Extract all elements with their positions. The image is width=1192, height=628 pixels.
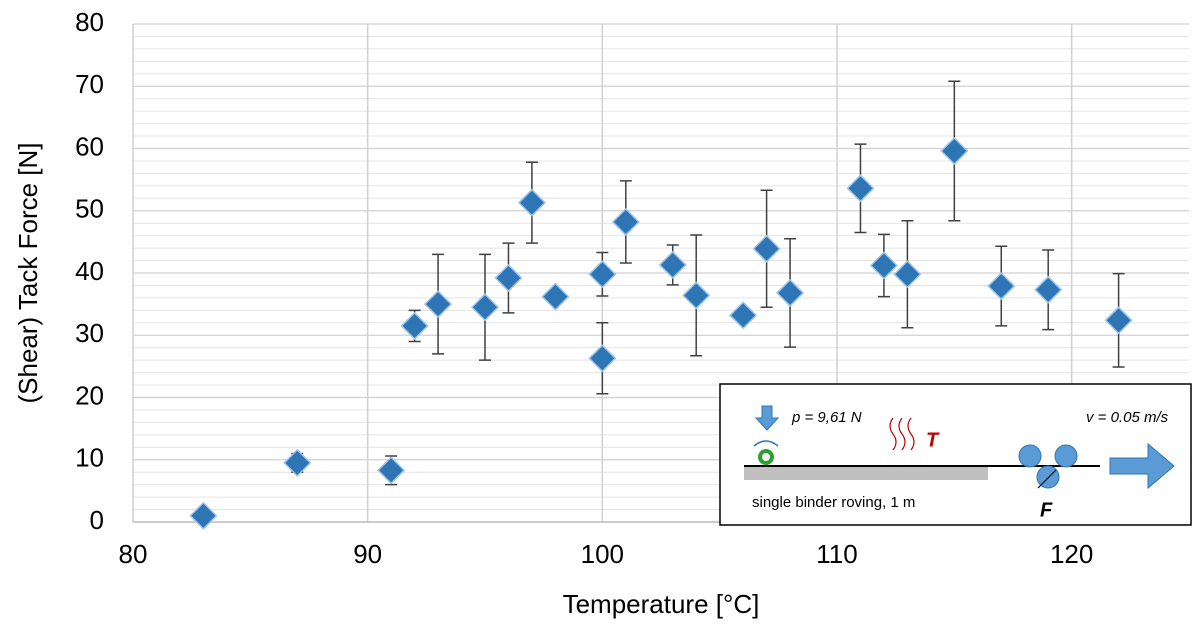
marker — [377, 456, 406, 485]
marker — [729, 301, 758, 330]
marker — [658, 250, 687, 279]
roll-arrow — [753, 440, 779, 447]
y-tick-label: 10 — [75, 443, 104, 473]
marker — [752, 234, 781, 263]
marker — [517, 188, 546, 217]
x-tick-label: 100 — [581, 539, 624, 569]
marker — [846, 174, 875, 203]
marker — [424, 290, 453, 319]
inset-diagram: p = 9,61 N T v = 0.05 m/s single binder … — [719, 383, 1192, 526]
marker — [588, 260, 617, 289]
marker — [611, 207, 640, 237]
y-tick-label: 50 — [75, 194, 104, 224]
y-tick-label: 80 — [75, 7, 104, 37]
pressure-arrow — [754, 405, 780, 431]
pull-roller — [1036, 465, 1060, 489]
roller — [758, 449, 774, 465]
inset-caption: single binder roving, 1 m — [752, 494, 915, 511]
x-tick-label: 90 — [353, 539, 382, 569]
y-tick-label: 60 — [75, 131, 104, 161]
marker — [940, 136, 969, 166]
substrate — [744, 467, 988, 480]
x-axis-label: Temperature [°C] — [563, 589, 760, 619]
y-tick-label: 20 — [75, 380, 104, 410]
force-arrow — [1037, 469, 1057, 489]
marker — [400, 311, 429, 340]
force-label: F — [1040, 499, 1053, 521]
marker — [1104, 306, 1133, 335]
x-tick-label: 80 — [119, 539, 148, 569]
y-tick-label: 40 — [75, 256, 104, 286]
y-axis-label: (Shear) Tack Force [N] — [13, 142, 43, 403]
x-tick-label: 120 — [1050, 539, 1093, 569]
temperature-label: T — [926, 429, 940, 451]
marker — [470, 293, 500, 322]
marker — [588, 344, 617, 373]
velocity-arrow — [1109, 442, 1175, 490]
y-tick-label: 0 — [90, 505, 104, 535]
inset-frame — [719, 383, 1192, 526]
marker — [987, 272, 1016, 301]
marker — [1034, 275, 1063, 304]
marker — [869, 251, 898, 280]
pressure-label: p = 9,61 N — [791, 409, 862, 426]
y-tick-label: 30 — [75, 318, 104, 348]
marker — [893, 260, 922, 289]
marker — [682, 281, 711, 310]
marker — [494, 263, 523, 293]
heat-waves — [889, 417, 915, 451]
x-tick-label: 110 — [816, 539, 857, 569]
pull-roller — [1054, 444, 1078, 468]
velocity-label: v = 0.05 m/s — [1086, 409, 1169, 426]
marker — [189, 501, 218, 530]
marker — [776, 278, 805, 307]
pull-roller — [1018, 444, 1042, 468]
marker — [541, 282, 570, 311]
y-tick-label: 70 — [75, 69, 104, 99]
marker — [283, 448, 312, 477]
